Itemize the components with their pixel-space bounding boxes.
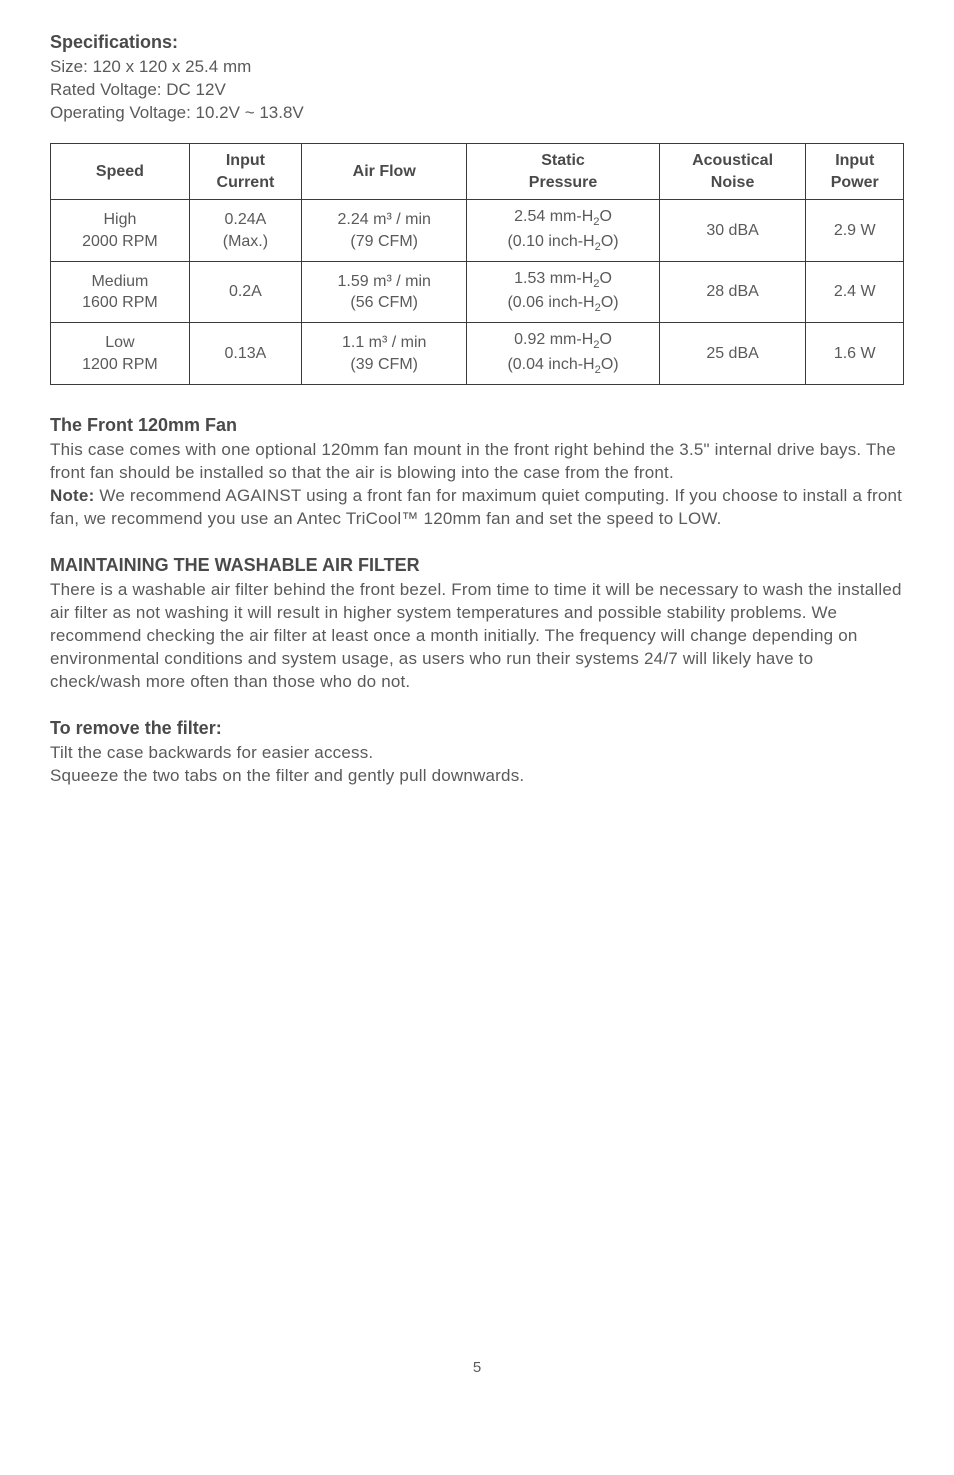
cell-speed: Medium1600 RPM <box>51 261 190 323</box>
table-header-row: Speed InputCurrent Air Flow StaticPressu… <box>51 144 904 200</box>
cell-noise: 25 dBA <box>659 323 806 385</box>
front-fan-title: The Front 120mm Fan <box>50 413 904 437</box>
note-label: Note: <box>50 486 94 505</box>
filter-section: MAINTAINING THE WASHABLE AIR FILTER Ther… <box>50 553 904 694</box>
cell-speed: High2000 RPM <box>51 200 190 262</box>
front-fan-note: Note: We recommend AGAINST using a front… <box>50 485 904 531</box>
spec-voltage: Rated Voltage: DC 12V <box>50 79 904 102</box>
remove-title: To remove the filter: <box>50 716 904 740</box>
cell-current: 0.24A(Max.) <box>189 200 301 262</box>
cell-pressure: 1.53 mm-H2O(0.06 inch-H2O) <box>467 261 659 323</box>
front-fan-section: The Front 120mm Fan This case comes with… <box>50 413 904 531</box>
front-fan-p1: This case comes with one optional 120mm … <box>50 439 904 485</box>
header-static-pressure: StaticPressure <box>467 144 659 200</box>
remove-filter-section: To remove the filter: Tilt the case back… <box>50 716 904 788</box>
header-acoustical-noise: AcousticalNoise <box>659 144 806 200</box>
cell-speed: Low1200 RPM <box>51 323 190 385</box>
spec-size: Size: 120 x 120 x 25.4 mm <box>50 56 904 79</box>
header-air-flow: Air Flow <box>301 144 466 200</box>
filter-title: MAINTAINING THE WASHABLE AIR FILTER <box>50 553 904 577</box>
cell-power: 1.6 W <box>806 323 904 385</box>
specifications-title: Specifications: <box>50 30 904 54</box>
cell-pressure: 2.54 mm-H2O(0.10 inch-H2O) <box>467 200 659 262</box>
header-speed: Speed <box>51 144 190 200</box>
specifications-section: Specifications: Size: 120 x 120 x 25.4 m… <box>50 30 904 125</box>
cell-power: 2.9 W <box>806 200 904 262</box>
spec-operating: Operating Voltage: 10.2V ~ 13.8V <box>50 102 904 125</box>
cell-current: 0.13A <box>189 323 301 385</box>
filter-body: There is a washable air filter behind th… <box>50 579 904 694</box>
cell-noise: 30 dBA <box>659 200 806 262</box>
cell-pressure: 0.92 mm-H2O(0.04 inch-H2O) <box>467 323 659 385</box>
cell-airflow: 2.24 m³ / min(79 CFM) <box>301 200 466 262</box>
table-row: High2000 RPM0.24A(Max.)2.24 m³ / min(79 … <box>51 200 904 262</box>
header-input-current: InputCurrent <box>189 144 301 200</box>
table-row: Medium1600 RPM0.2A1.59 m³ / min(56 CFM)1… <box>51 261 904 323</box>
cell-noise: 28 dBA <box>659 261 806 323</box>
note-text: We recommend AGAINST using a front fan f… <box>50 486 902 528</box>
cell-airflow: 1.59 m³ / min(56 CFM) <box>301 261 466 323</box>
cell-airflow: 1.1 m³ / min(39 CFM) <box>301 323 466 385</box>
remove-l1: Tilt the case backwards for easier acces… <box>50 742 904 765</box>
cell-power: 2.4 W <box>806 261 904 323</box>
remove-l2: Squeeze the two tabs on the filter and g… <box>50 765 904 788</box>
table-row: Low1200 RPM0.13A1.1 m³ / min(39 CFM)0.92… <box>51 323 904 385</box>
specifications-table: Speed InputCurrent Air Flow StaticPressu… <box>50 143 904 385</box>
cell-current: 0.2A <box>189 261 301 323</box>
header-input-power: InputPower <box>806 144 904 200</box>
page-number: 5 <box>50 1358 904 1378</box>
